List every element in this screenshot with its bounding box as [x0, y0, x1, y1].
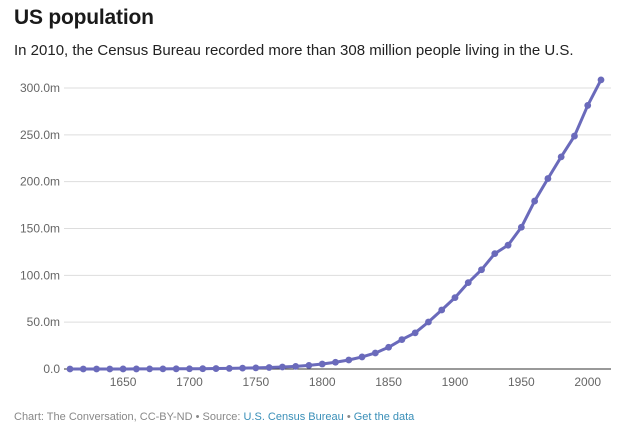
x-tick-label: 1650: [110, 375, 137, 389]
x-tick-label: 1900: [442, 375, 469, 389]
data-point: [517, 223, 525, 231]
data-point: [478, 266, 485, 274]
x-tick-label: 2000: [574, 375, 601, 389]
chart-credit: Chart: The Conversation, CC-BY-ND: [14, 411, 193, 423]
data-point: [345, 356, 353, 364]
data-point: [132, 365, 140, 373]
chart-subtitle: In 2010, the Census Bureau recorded more…: [14, 42, 574, 59]
data-point: [79, 365, 87, 373]
x-tick-label: 1700: [176, 375, 203, 389]
chart-title: US population: [14, 6, 154, 29]
data-point: [186, 365, 193, 373]
data-point: [106, 365, 114, 373]
data-point: [544, 175, 552, 182]
data-point: [398, 336, 406, 343]
y-tick-label: 50.0m: [27, 315, 60, 329]
data-point: [172, 365, 180, 373]
data-point: [438, 306, 446, 314]
x-tick-label: 1950: [508, 375, 535, 389]
data-point: [571, 132, 578, 140]
footer-separator: •: [195, 411, 200, 423]
data-point: [212, 365, 220, 372]
footer-separator-2: •: [346, 411, 351, 423]
x-tick-label: 1800: [309, 375, 336, 389]
y-tick-label: 250.0m: [20, 128, 60, 142]
data-point: [425, 318, 432, 326]
chart-footer: Chart: The Conversation, CC-BY-ND • Sour…: [14, 411, 414, 423]
data-point: [159, 365, 167, 373]
data-point: [66, 365, 74, 373]
data-point: [279, 363, 286, 371]
source-label: Source:: [202, 411, 241, 423]
data-point: [531, 197, 539, 205]
data-point: [385, 343, 392, 351]
data-point: [146, 365, 154, 373]
data-point: [491, 250, 499, 258]
data-point: [411, 329, 419, 337]
x-tick-label: 1750: [242, 375, 269, 389]
get-the-data-link[interactable]: Get the data: [353, 411, 415, 423]
data-point: [318, 360, 326, 368]
data-point: [119, 365, 127, 373]
data-point: [371, 349, 379, 357]
data-point: [597, 76, 605, 84]
y-tick-label: 150.0m: [20, 222, 60, 236]
data-point: [305, 361, 313, 369]
data-point: [252, 364, 260, 372]
y-tick-label: 300.0m: [20, 81, 60, 95]
y-tick-label: 0.0: [43, 362, 60, 376]
data-point: [265, 364, 273, 371]
data-point: [451, 294, 459, 302]
data-point: [93, 365, 100, 373]
data-point: [225, 365, 233, 372]
y-tick-label: 200.0m: [20, 175, 60, 189]
y-tick-label: 100.0m: [20, 268, 60, 282]
x-tick-label: 1850: [375, 375, 402, 389]
data-point: [464, 279, 472, 287]
data-point: [358, 353, 366, 361]
data-point: [199, 365, 207, 373]
data-point: [332, 358, 339, 366]
data-point: [584, 102, 592, 109]
data-point: [504, 241, 512, 249]
data-point: [292, 362, 300, 370]
source-link[interactable]: U.S. Census Bureau: [243, 411, 344, 423]
data-point: [557, 153, 565, 161]
data-point: [239, 364, 246, 372]
